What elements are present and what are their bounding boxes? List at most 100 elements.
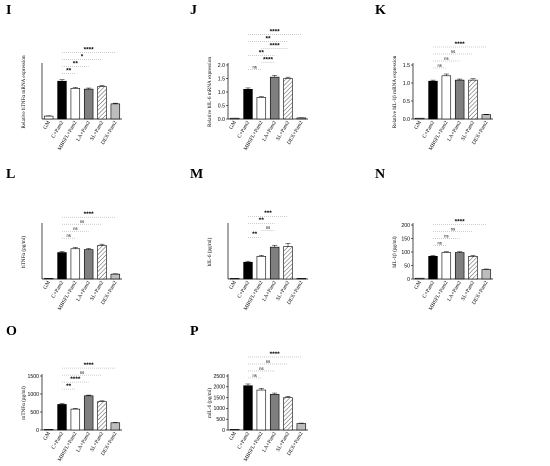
y-tick-label: 1.0 [403,81,410,87]
bar-mbsfl-pam2 [70,88,81,120]
significance-label: **** [270,42,281,49]
significance-label: **** [70,376,81,383]
significance-label: ** [252,231,258,238]
category-label: GM [42,431,52,442]
panel-letter: P [190,324,199,339]
y-axis-label: Relative hTNFα mRNA expression [21,55,27,129]
bar-c-pam2 [243,89,253,120]
y-tick-label: 500 [216,417,225,423]
y-tick-label: 0 [407,277,410,283]
bar-sl-pam2 [468,79,478,120]
y-tick-label: 100 [401,250,410,256]
bar-gm [43,115,54,120]
bar-mbsfl-pam2 [441,75,452,120]
panel-letter: N [375,167,385,182]
bar-la-pam2 [454,252,465,280]
significance-label: ** [66,383,72,390]
y-tick-label: 0.5 [218,103,225,109]
panel-K: K Relative hIL-1β mRNA expression 0.0 0.5 1.… [375,3,493,152]
y-axis-label: Relative hIL-6 mRNA expression [207,57,213,127]
bar-c-pam2 [243,261,253,280]
significance-label: ns [266,359,270,364]
bar-mbsfl-pam2 [70,248,81,280]
panel-letter: M [190,167,203,182]
y-axis-label: hTNFα (pg/ml) [20,236,27,268]
significance-label: **** [270,28,281,35]
panel-letter: L [6,167,15,182]
bar-la-pam2 [454,79,465,120]
y-tick-label: 1.5 [403,63,410,69]
bar-la-pam2 [269,246,280,280]
significance-label: ** [259,217,265,224]
y-tick-label: 2500 [213,374,225,380]
significance-label: ns [437,63,441,68]
bar-mbsfl-pam2 [441,252,452,280]
y-tick-label: 2000 [213,385,225,391]
y-tick-label: 0.0 [218,117,225,123]
y-tick-label: 2.0 [218,63,225,69]
y-tick-label: 50 [404,263,410,269]
significance-label: ns [80,370,84,375]
bar-mbsfl-pam2 [256,389,267,431]
category-label: GM [42,280,52,291]
significance-label: ns [66,233,70,238]
bar-dex-pam2 [296,423,307,431]
bar-dex-pam2 [110,422,121,431]
y-axis-label: Relative hIL-1β mRNA expression [392,55,398,128]
bar-c-pam2 [57,252,67,280]
y-tick-label: 150 [401,236,410,242]
y-tick-label: 200 [401,223,410,229]
bar-dex-pam2 [481,114,492,120]
bar-gm [43,429,54,431]
significance-label: ** [66,68,72,75]
significance-label: ns [259,366,263,371]
y-tick-label: 0.5 [403,99,410,105]
significance-label: ns [451,49,455,54]
y-axis-label: hIL-6 (pg/ml) [206,237,213,266]
y-axis-label: hIL-1β (pg/ml) [391,236,398,268]
bar-dex-pam2 [296,117,307,120]
bar-la-pam2 [83,395,94,431]
y-tick-label: 1.0 [218,90,225,96]
bar-mbsfl-pam2 [70,408,81,431]
bar-la-pam2 [83,88,94,120]
y-tick-label: 0.0 [403,117,410,123]
bar-dex-pam2 [296,278,307,280]
significance-label: ns [252,373,256,378]
bar-gm [229,278,240,280]
y-tick-label: 500 [30,410,39,416]
y-tick-label: 0 [222,428,225,434]
significance-label: ns [266,225,270,230]
significance-label: ns [252,64,256,69]
bar-c-pam2 [428,256,438,280]
bar-gm [414,117,425,120]
y-axis-label: mIL-6 (pg/ml) [206,388,213,418]
y-tick-label: 1.5 [218,76,225,82]
significance-label: ns [80,219,84,224]
significance-label: **** [455,41,466,48]
significance-label: *** [264,210,272,217]
bar-sl-pam2 [283,397,293,431]
panel-letter: O [6,324,17,339]
bar-c-pam2 [243,385,253,431]
bar-sl-pam2 [468,256,478,280]
bar-c-pam2 [57,404,67,431]
bar-mbsfl-pam2 [256,256,267,280]
bar-la-pam2 [269,76,280,120]
bar-gm [414,277,425,280]
panel-letter: I [6,3,11,18]
bar-sl-pam2 [97,245,107,280]
bar-c-pam2 [57,80,67,120]
significance-label: ** [265,35,271,42]
significance-label: ** [73,61,79,68]
bar-dex-pam2 [110,103,121,120]
significance-label: **** [270,351,281,358]
significance-label: ns [437,241,441,246]
category-label: GM [413,280,423,291]
